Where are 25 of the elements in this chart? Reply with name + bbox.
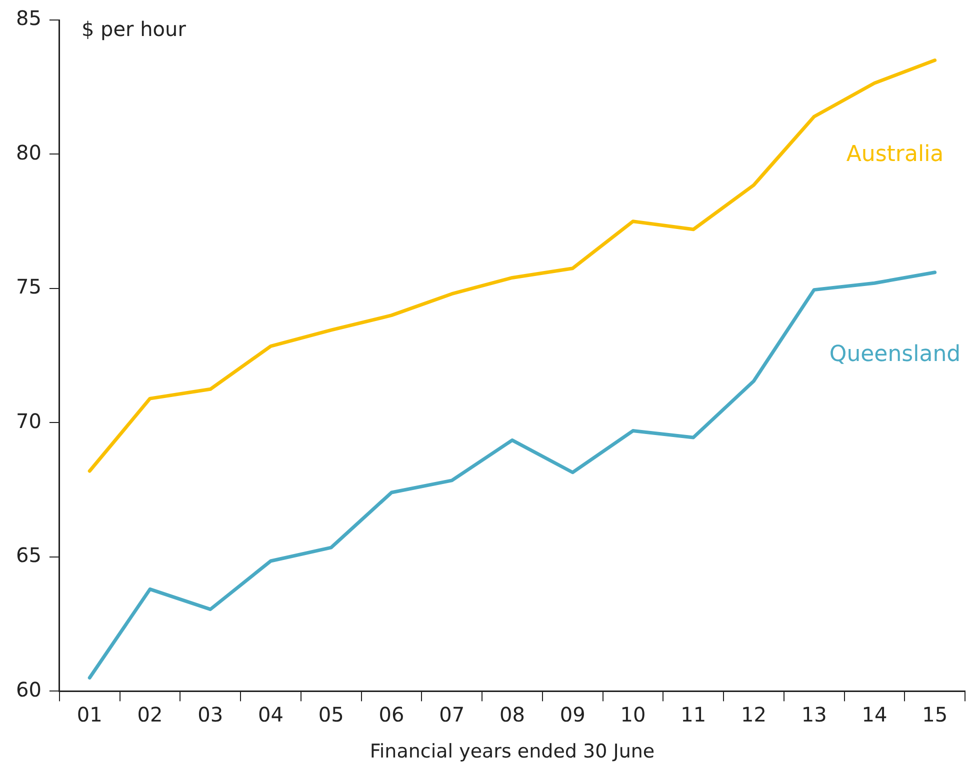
x-tick-label: 04 bbox=[258, 702, 284, 726]
x-tick-label: 11 bbox=[680, 702, 706, 726]
x-tick-label: 12 bbox=[740, 702, 766, 726]
x-tick-label: 05 bbox=[318, 702, 344, 726]
x-tick-label: 08 bbox=[500, 702, 525, 726]
y-tick-label: 70 bbox=[16, 408, 42, 433]
x-tick-label: 01 bbox=[76, 702, 102, 726]
series-label: Queensland bbox=[829, 342, 961, 367]
x-tick-label: 07 bbox=[439, 702, 465, 726]
x-tick-label: 09 bbox=[560, 702, 586, 726]
y-tick-label: 75 bbox=[16, 274, 42, 299]
x-axis-title: Financial years ended 30 June bbox=[370, 740, 655, 763]
x-tick-label: 02 bbox=[137, 702, 163, 726]
x-tick-label: 06 bbox=[378, 702, 404, 726]
x-tick-label: 10 bbox=[620, 702, 646, 726]
series-label: Australia bbox=[846, 142, 944, 167]
x-tick-label: 14 bbox=[862, 702, 888, 726]
y-tick-label: 60 bbox=[16, 677, 42, 702]
y-tick-label: 85 bbox=[16, 6, 42, 30]
y-tick-label: 65 bbox=[16, 543, 42, 568]
x-tick-label: 13 bbox=[801, 702, 827, 726]
y-axis-title: $ per hour bbox=[81, 17, 187, 42]
x-tick-label: 03 bbox=[198, 702, 224, 726]
y-tick-label: 80 bbox=[16, 140, 42, 164]
x-tick-label: 15 bbox=[922, 702, 948, 726]
